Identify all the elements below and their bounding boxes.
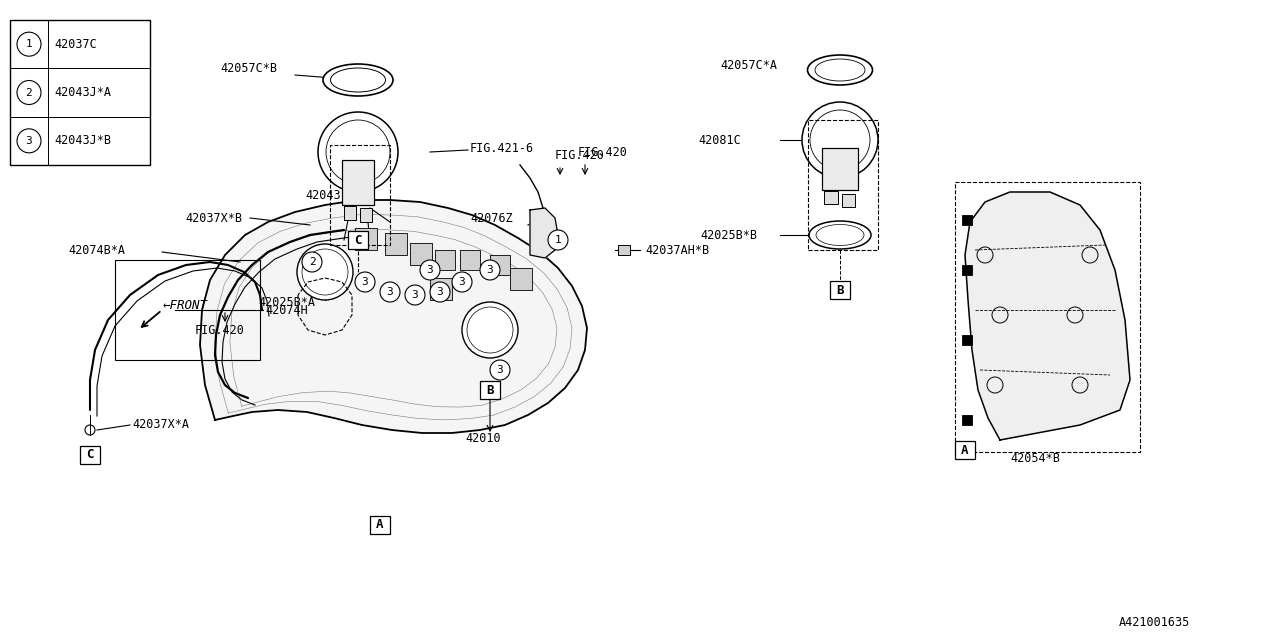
Text: 3: 3 [497,365,503,375]
Bar [79,446,100,464]
Circle shape [302,252,323,272]
Bar [115,260,260,360]
Bar [618,245,630,255]
Text: 3: 3 [486,265,493,275]
Text: 42037X*B: 42037X*B [186,211,242,225]
Polygon shape [200,200,588,433]
Text: 42054*B: 42054*B [1010,451,1060,465]
Text: A421001635: A421001635 [1119,616,1190,628]
Text: 2: 2 [26,88,32,97]
Text: 3: 3 [458,277,466,287]
Bar [963,415,972,425]
Text: 1: 1 [26,39,32,49]
Ellipse shape [809,221,870,249]
Bar [490,255,509,275]
Text: 42081C: 42081C [698,134,741,147]
Circle shape [297,244,353,300]
Ellipse shape [808,55,873,85]
Bar [822,148,858,190]
Text: 42037AH*B: 42037AH*B [645,243,709,257]
Text: 42025B*B: 42025B*B [700,228,756,241]
Bar [822,148,858,190]
Text: 42010: 42010 [465,431,500,445]
Text: 3: 3 [426,265,434,275]
Text: A: A [376,518,384,531]
Bar [10,20,150,165]
Text: B: B [486,383,494,397]
Text: FIG.420: FIG.420 [579,145,628,159]
Circle shape [548,230,568,250]
Text: 3: 3 [387,287,393,297]
Bar [348,231,369,249]
Circle shape [317,112,398,192]
Bar [460,250,480,270]
Bar [342,160,374,205]
Bar [963,215,972,225]
Bar [370,516,390,534]
Circle shape [452,272,472,292]
Text: B: B [836,284,844,296]
Bar [842,194,855,207]
Text: 42043: 42043 [305,189,340,202]
Bar [829,281,850,299]
Circle shape [355,272,375,292]
Text: 1: 1 [554,235,562,245]
Text: A: A [961,444,969,456]
Circle shape [380,282,399,302]
Polygon shape [965,192,1130,440]
Circle shape [462,302,518,358]
Text: 3: 3 [412,290,419,300]
Bar [330,145,390,245]
Text: FIG.420: FIG.420 [195,323,244,337]
Text: ←FRONT: ←FRONT [163,298,207,312]
Circle shape [404,285,425,305]
Circle shape [490,360,509,380]
Circle shape [480,260,500,280]
Text: 3: 3 [26,136,32,146]
Text: 42025B*A: 42025B*A [259,296,315,308]
Circle shape [17,32,41,56]
Bar [955,441,975,459]
Text: C: C [355,234,362,246]
Text: 42057C*B: 42057C*B [220,61,276,74]
Bar [342,160,374,205]
Text: 42037X*A: 42037X*A [132,419,189,431]
Text: 42057C*A: 42057C*A [719,58,777,72]
Bar [430,278,452,300]
Circle shape [17,129,41,153]
Text: 42074B*A: 42074B*A [68,243,125,257]
Bar [385,233,407,255]
Text: FIG.420: FIG.420 [556,148,605,161]
Bar [963,265,972,275]
Circle shape [17,81,41,104]
Text: 42043J*A: 42043J*A [54,86,111,99]
Polygon shape [530,208,558,258]
Circle shape [803,102,878,178]
Text: 2: 2 [308,257,315,267]
Bar [410,243,433,265]
Text: 3: 3 [436,287,443,297]
Text: 42076Z: 42076Z [470,211,513,225]
Text: 42037C: 42037C [54,38,97,51]
Bar [355,228,378,250]
Text: C: C [86,449,93,461]
Ellipse shape [323,64,393,96]
Bar [808,120,878,250]
Bar [509,268,532,290]
Circle shape [420,260,440,280]
Bar [480,381,500,399]
Text: 3: 3 [362,277,369,287]
Bar [344,206,356,220]
Bar [824,191,838,204]
Bar [435,250,454,270]
Text: FIG.421-6: FIG.421-6 [470,141,534,154]
Text: 42074H: 42074H [265,303,307,317]
Text: 42043J*B: 42043J*B [54,134,111,147]
Bar [963,335,972,345]
Bar [955,182,1140,452]
Circle shape [430,282,451,302]
Bar [360,208,372,222]
